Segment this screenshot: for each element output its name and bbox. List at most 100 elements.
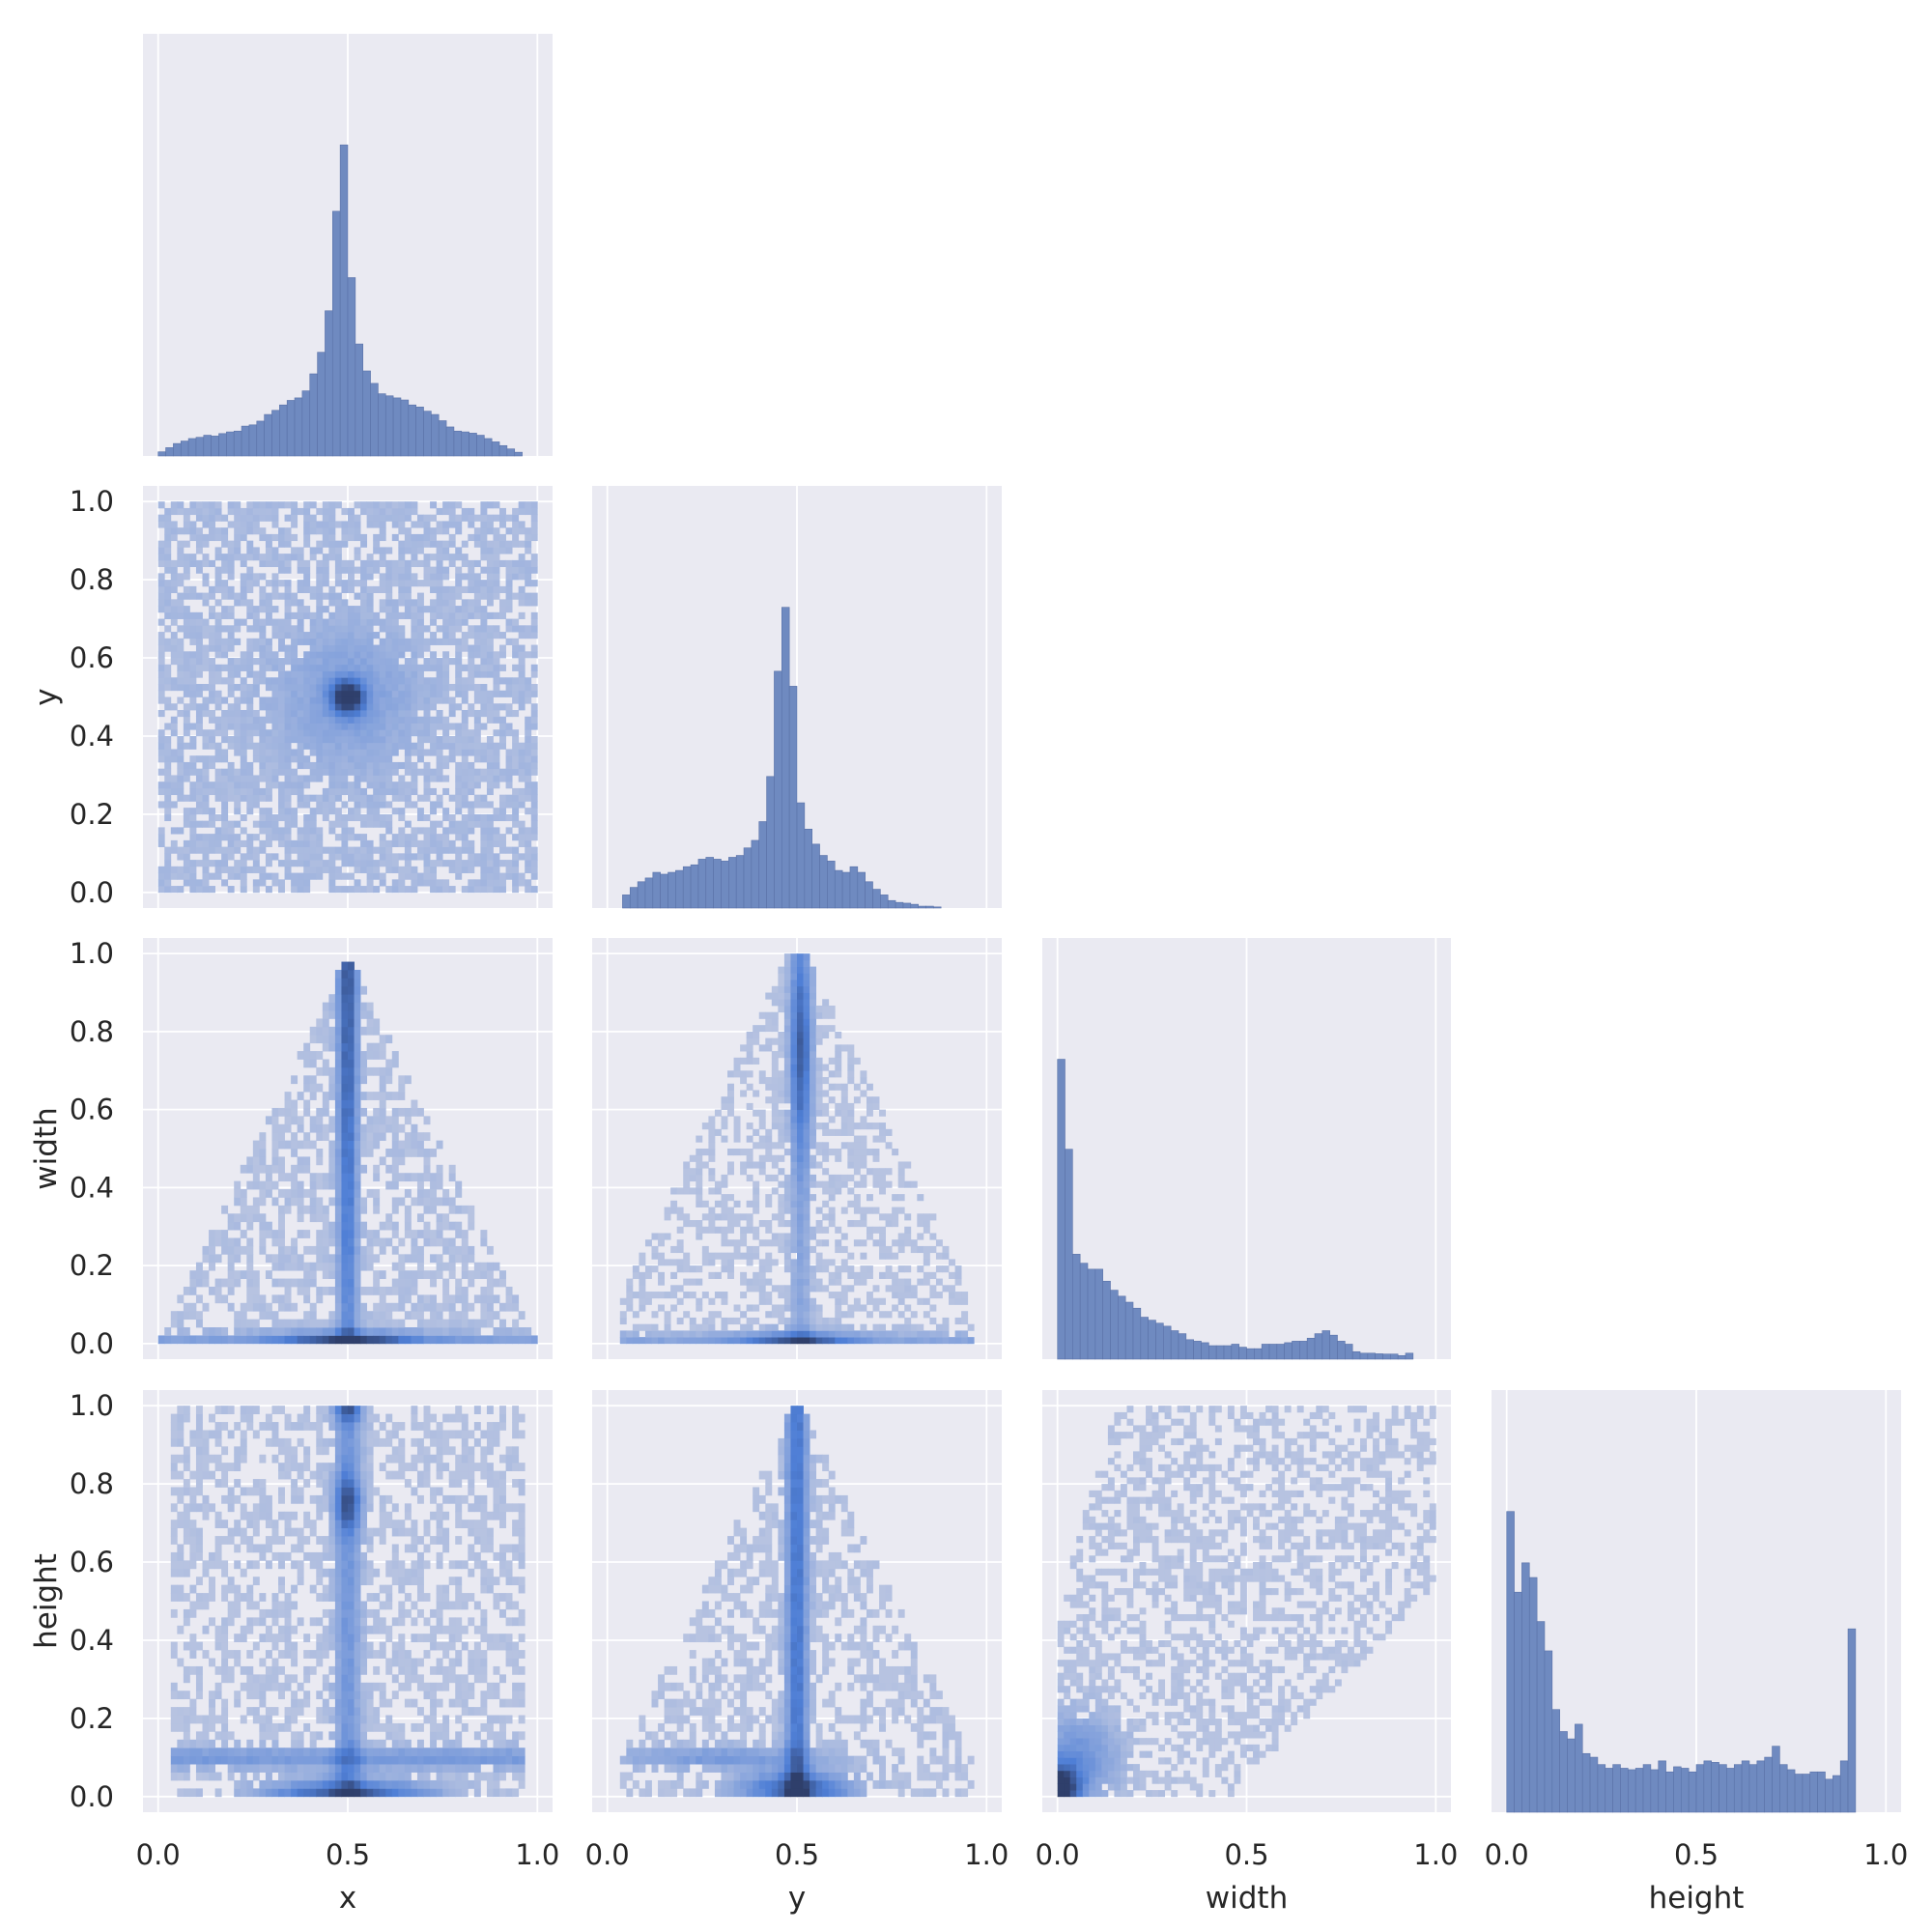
heatmap-cell — [505, 580, 513, 587]
heatmap-cell — [341, 1092, 349, 1100]
heatmap-cell — [246, 1254, 254, 1264]
heatmap-cell — [753, 1245, 760, 1254]
heatmap-cell — [195, 820, 203, 828]
heatmap-cell — [512, 735, 520, 744]
heatmap-cell — [252, 801, 260, 809]
heatmap-cell — [897, 1337, 905, 1345]
heatmap-cell — [423, 703, 431, 711]
heatmap-cell — [334, 684, 342, 692]
heatmap-cell — [309, 1180, 317, 1190]
heatmap-cell — [322, 684, 329, 692]
heatmap-cell — [164, 813, 172, 822]
heatmap-cell — [860, 1174, 867, 1182]
heatmap-cell — [360, 1164, 368, 1174]
heatmap-cell — [309, 839, 317, 848]
heatmap-cell — [701, 1259, 709, 1266]
heatmap-cell — [683, 1259, 691, 1266]
histogram-bar — [1178, 1333, 1187, 1360]
heatmap-cell — [202, 1254, 210, 1264]
heatmap-cell — [727, 1252, 734, 1260]
heatmap-cell — [853, 1154, 861, 1162]
heatmap-cell — [416, 839, 424, 848]
heatmap-cell — [284, 1092, 292, 1100]
heatmap-cell — [480, 1286, 488, 1295]
heatmap-cell — [758, 1109, 766, 1117]
heatmap-cell — [493, 501, 500, 509]
heatmap-cell — [398, 1262, 406, 1271]
heatmap-cell — [246, 651, 254, 659]
heatmap-cell — [468, 775, 475, 782]
heatmap-cell — [847, 1311, 855, 1319]
heatmap-cell — [341, 1051, 349, 1060]
heatmap-cell — [195, 514, 203, 522]
heatmap-cell — [835, 1154, 842, 1162]
heatmap-cell — [727, 1271, 734, 1279]
heatmap-cell — [246, 501, 254, 509]
heatmap-cell — [847, 1076, 855, 1085]
heatmap-cell — [303, 670, 311, 678]
heatmap-cell — [265, 696, 272, 704]
heatmap-cell — [411, 547, 418, 554]
heatmap-cell — [366, 696, 374, 704]
heatmap-cell — [214, 749, 222, 756]
heatmap-cell — [303, 1164, 311, 1174]
heatmap-cell — [525, 1327, 532, 1336]
heatmap-cell — [385, 1066, 393, 1076]
heatmap-cell — [334, 554, 342, 561]
heatmap-cell — [291, 839, 298, 848]
heatmap-cell — [366, 1189, 374, 1198]
heatmap-cell — [512, 768, 520, 776]
heatmap-cell — [910, 1311, 918, 1319]
heatmap-cell — [619, 1297, 627, 1305]
heatmap-cell — [455, 1311, 463, 1321]
heatmap-cell — [360, 592, 368, 600]
heatmap-cell — [530, 684, 538, 692]
histogram-bar — [256, 420, 265, 457]
heatmap-cell — [530, 664, 538, 671]
heatmap-cell — [518, 625, 526, 633]
heatmap-cell — [341, 860, 349, 867]
heatmap-cell — [493, 527, 500, 535]
heatmap-cell — [373, 787, 381, 796]
heatmap-cell — [455, 521, 463, 528]
heatmap-cell — [493, 625, 500, 633]
heatmap-cell — [360, 749, 368, 756]
heatmap-cell — [328, 684, 336, 692]
heatmap-cell — [297, 1335, 304, 1345]
heatmap-cell — [303, 1230, 311, 1238]
heatmap-cell — [398, 787, 406, 796]
heatmap-cell — [227, 846, 235, 854]
heatmap-cell — [416, 625, 424, 633]
heatmap-cell — [740, 1337, 748, 1345]
histogram-bar — [887, 899, 896, 909]
heatmap-cell — [284, 1197, 292, 1207]
heatmap-cell — [714, 1226, 722, 1234]
heatmap-cell — [214, 690, 222, 697]
heatmap-cell — [758, 1161, 766, 1169]
heatmap-cell — [835, 1245, 842, 1254]
heatmap-cell — [473, 768, 481, 776]
heatmap-cell — [651, 1323, 659, 1331]
heatmap-cell — [416, 846, 424, 854]
heatmap-cell — [348, 716, 355, 724]
heatmap-cell — [411, 703, 418, 711]
heatmap-cell — [316, 1018, 324, 1028]
heatmap-cell — [183, 866, 190, 873]
heatmap-cell — [379, 742, 386, 750]
heatmap-cell — [334, 1083, 342, 1093]
heatmap-cell — [297, 775, 304, 782]
heatmap-cell — [291, 1327, 298, 1336]
heatmap-cell — [423, 1156, 431, 1166]
heatmap-cell — [373, 1116, 381, 1125]
heatmap-cell — [271, 1230, 279, 1238]
heatmap-cell — [416, 1311, 424, 1321]
heatmap-cell — [316, 1107, 324, 1117]
heatmap-cell — [430, 580, 438, 587]
heatmap-cell — [803, 1265, 810, 1273]
heatmap-cell — [348, 1270, 355, 1279]
heatmap-cell — [309, 1075, 317, 1085]
heatmap-cell — [701, 1122, 709, 1130]
heatmap-cell — [758, 1259, 766, 1266]
heatmap-cell — [778, 1304, 785, 1312]
heatmap-cell — [341, 677, 349, 685]
